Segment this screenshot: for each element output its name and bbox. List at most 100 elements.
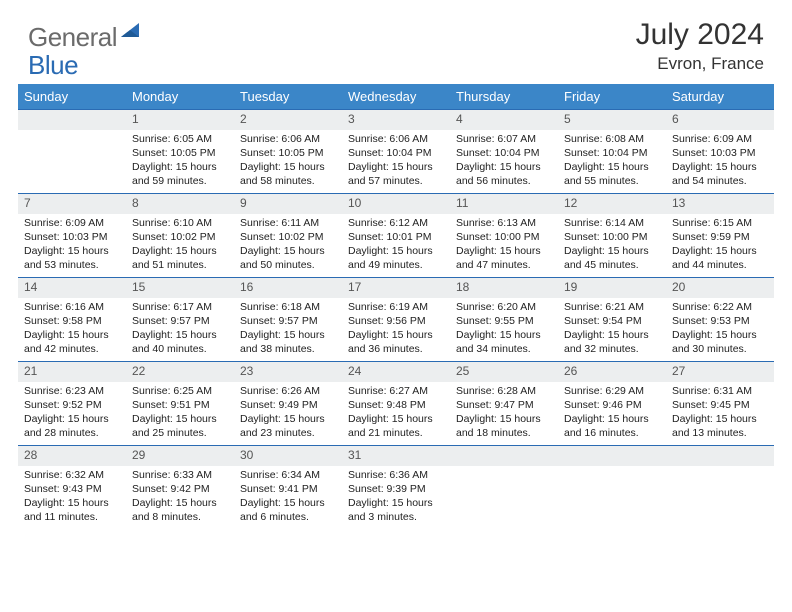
calendar-day-cell: 31Sunrise: 6:36 AMSunset: 9:39 PMDayligh… <box>342 446 450 530</box>
sunrise-line: Sunrise: 6:15 AM <box>672 216 768 230</box>
calendar-day-cell: 23Sunrise: 6:26 AMSunset: 9:49 PMDayligh… <box>234 362 342 446</box>
sunrise-line: Sunrise: 6:25 AM <box>132 384 228 398</box>
sunrise-line: Sunrise: 6:33 AM <box>132 468 228 482</box>
daylight-line: Daylight: 15 hours and 55 minutes. <box>564 160 660 188</box>
calendar-day-cell: 2Sunrise: 6:06 AMSunset: 10:05 PMDayligh… <box>234 110 342 194</box>
calendar-day-cell: 22Sunrise: 6:25 AMSunset: 9:51 PMDayligh… <box>126 362 234 446</box>
calendar-day-cell: 17Sunrise: 6:19 AMSunset: 9:56 PMDayligh… <box>342 278 450 362</box>
calendar-day-cell: 9Sunrise: 6:11 AMSunset: 10:02 PMDayligh… <box>234 194 342 278</box>
day-content: Sunrise: 6:06 AMSunset: 10:05 PMDaylight… <box>234 130 342 193</box>
sunset-line: Sunset: 10:02 PM <box>132 230 228 244</box>
day-number: 6 <box>666 110 774 130</box>
sunset-line: Sunset: 9:47 PM <box>456 398 552 412</box>
sunrise-line: Sunrise: 6:26 AM <box>240 384 336 398</box>
calendar-day-cell: 16Sunrise: 6:18 AMSunset: 9:57 PMDayligh… <box>234 278 342 362</box>
daylight-line: Daylight: 15 hours and 51 minutes. <box>132 244 228 272</box>
sunrise-line: Sunrise: 6:22 AM <box>672 300 768 314</box>
calendar-day-cell: 7Sunrise: 6:09 AMSunset: 10:03 PMDayligh… <box>18 194 126 278</box>
day-number: 2 <box>234 110 342 130</box>
day-number: 23 <box>234 362 342 382</box>
daylight-line: Daylight: 15 hours and 18 minutes. <box>456 412 552 440</box>
daylight-line: Daylight: 15 hours and 3 minutes. <box>348 496 444 524</box>
day-number: 13 <box>666 194 774 214</box>
calendar-day-cell <box>666 446 774 530</box>
day-number: 7 <box>18 194 126 214</box>
day-content: Sunrise: 6:36 AMSunset: 9:39 PMDaylight:… <box>342 466 450 529</box>
day-number: 28 <box>18 446 126 466</box>
header: General July 2024 Evron, France <box>0 0 792 80</box>
daylight-line: Daylight: 15 hours and 23 minutes. <box>240 412 336 440</box>
sunrise-line: Sunrise: 6:06 AM <box>240 132 336 146</box>
calendar-day-cell: 30Sunrise: 6:34 AMSunset: 9:41 PMDayligh… <box>234 446 342 530</box>
day-content: Sunrise: 6:33 AMSunset: 9:42 PMDaylight:… <box>126 466 234 529</box>
calendar-day-cell: 19Sunrise: 6:21 AMSunset: 9:54 PMDayligh… <box>558 278 666 362</box>
sunrise-line: Sunrise: 6:13 AM <box>456 216 552 230</box>
daylight-line: Daylight: 15 hours and 53 minutes. <box>24 244 120 272</box>
day-number: 12 <box>558 194 666 214</box>
day-content: Sunrise: 6:26 AMSunset: 9:49 PMDaylight:… <box>234 382 342 445</box>
calendar: SundayMondayTuesdayWednesdayThursdayFrid… <box>0 84 792 530</box>
sunset-line: Sunset: 9:54 PM <box>564 314 660 328</box>
sunrise-line: Sunrise: 6:05 AM <box>132 132 228 146</box>
day-content: Sunrise: 6:22 AMSunset: 9:53 PMDaylight:… <box>666 298 774 361</box>
sunset-line: Sunset: 10:03 PM <box>24 230 120 244</box>
day-number: 30 <box>234 446 342 466</box>
calendar-day-cell: 28Sunrise: 6:32 AMSunset: 9:43 PMDayligh… <box>18 446 126 530</box>
weekday-header: Wednesday <box>342 84 450 110</box>
sunset-line: Sunset: 9:46 PM <box>564 398 660 412</box>
day-number: 20 <box>666 278 774 298</box>
calendar-header-row: SundayMondayTuesdayWednesdayThursdayFrid… <box>18 84 774 110</box>
sunrise-line: Sunrise: 6:20 AM <box>456 300 552 314</box>
calendar-day-cell: 20Sunrise: 6:22 AMSunset: 9:53 PMDayligh… <box>666 278 774 362</box>
sunrise-line: Sunrise: 6:36 AM <box>348 468 444 482</box>
day-content: Sunrise: 6:14 AMSunset: 10:00 PMDaylight… <box>558 214 666 277</box>
sunrise-line: Sunrise: 6:21 AM <box>564 300 660 314</box>
sunrise-line: Sunrise: 6:12 AM <box>348 216 444 230</box>
sunset-line: Sunset: 9:51 PM <box>132 398 228 412</box>
sunset-line: Sunset: 9:42 PM <box>132 482 228 496</box>
daylight-line: Daylight: 15 hours and 8 minutes. <box>132 496 228 524</box>
calendar-day-cell: 15Sunrise: 6:17 AMSunset: 9:57 PMDayligh… <box>126 278 234 362</box>
day-number: 11 <box>450 194 558 214</box>
daylight-line: Daylight: 15 hours and 16 minutes. <box>564 412 660 440</box>
sunrise-line: Sunrise: 6:09 AM <box>672 132 768 146</box>
logo: General <box>28 22 143 53</box>
weekday-header: Thursday <box>450 84 558 110</box>
day-content: Sunrise: 6:15 AMSunset: 9:59 PMDaylight:… <box>666 214 774 277</box>
sunset-line: Sunset: 9:58 PM <box>24 314 120 328</box>
calendar-day-cell: 3Sunrise: 6:06 AMSunset: 10:04 PMDayligh… <box>342 110 450 194</box>
weekday-header: Saturday <box>666 84 774 110</box>
calendar-week-row: 21Sunrise: 6:23 AMSunset: 9:52 PMDayligh… <box>18 362 774 446</box>
day-number: 29 <box>126 446 234 466</box>
sunrise-line: Sunrise: 6:08 AM <box>564 132 660 146</box>
calendar-day-cell: 14Sunrise: 6:16 AMSunset: 9:58 PMDayligh… <box>18 278 126 362</box>
day-content: Sunrise: 6:21 AMSunset: 9:54 PMDaylight:… <box>558 298 666 361</box>
day-content: Sunrise: 6:29 AMSunset: 9:46 PMDaylight:… <box>558 382 666 445</box>
day-number: 24 <box>342 362 450 382</box>
sunset-line: Sunset: 9:41 PM <box>240 482 336 496</box>
calendar-day-cell: 1Sunrise: 6:05 AMSunset: 10:05 PMDayligh… <box>126 110 234 194</box>
day-content: Sunrise: 6:19 AMSunset: 9:56 PMDaylight:… <box>342 298 450 361</box>
day-number: 19 <box>558 278 666 298</box>
calendar-day-cell: 5Sunrise: 6:08 AMSunset: 10:04 PMDayligh… <box>558 110 666 194</box>
weekday-header: Monday <box>126 84 234 110</box>
sunset-line: Sunset: 10:05 PM <box>240 146 336 160</box>
day-number: 8 <box>126 194 234 214</box>
day-content: Sunrise: 6:09 AMSunset: 10:03 PMDaylight… <box>18 214 126 277</box>
day-number: 27 <box>666 362 774 382</box>
calendar-day-cell: 26Sunrise: 6:29 AMSunset: 9:46 PMDayligh… <box>558 362 666 446</box>
sunset-line: Sunset: 10:05 PM <box>132 146 228 160</box>
sunrise-line: Sunrise: 6:09 AM <box>24 216 120 230</box>
calendar-day-cell: 18Sunrise: 6:20 AMSunset: 9:55 PMDayligh… <box>450 278 558 362</box>
day-content: Sunrise: 6:28 AMSunset: 9:47 PMDaylight:… <box>450 382 558 445</box>
title-block: July 2024 Evron, France <box>636 18 764 74</box>
calendar-day-cell: 29Sunrise: 6:33 AMSunset: 9:42 PMDayligh… <box>126 446 234 530</box>
daylight-line: Daylight: 15 hours and 50 minutes. <box>240 244 336 272</box>
day-number: 1 <box>126 110 234 130</box>
calendar-day-cell <box>18 110 126 194</box>
daylight-line: Daylight: 15 hours and 36 minutes. <box>348 328 444 356</box>
day-content: Sunrise: 6:17 AMSunset: 9:57 PMDaylight:… <box>126 298 234 361</box>
calendar-day-cell: 4Sunrise: 6:07 AMSunset: 10:04 PMDayligh… <box>450 110 558 194</box>
day-number: 10 <box>342 194 450 214</box>
day-number: 15 <box>126 278 234 298</box>
